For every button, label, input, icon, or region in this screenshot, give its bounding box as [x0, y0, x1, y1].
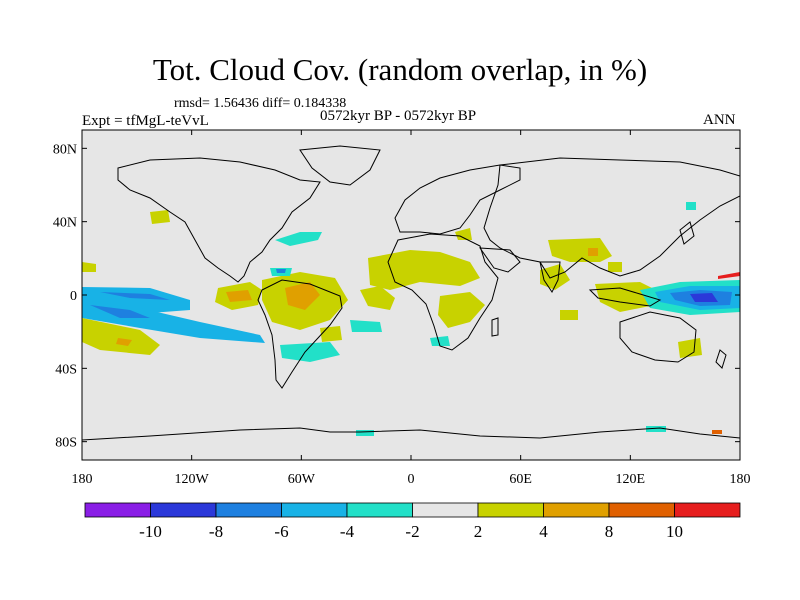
anomaly-region-neg [690, 293, 718, 302]
y-tick-label: 0 [70, 289, 77, 304]
colorbar-swatch [477, 502, 544, 518]
coastline-australia [619, 311, 697, 363]
colorbar-swatch [215, 502, 282, 518]
x-tick-label: 0 [408, 472, 415, 487]
coastline-greenland [299, 145, 381, 186]
x-tick-label: 180 [730, 472, 751, 487]
x-tick-label: 120E [616, 472, 646, 487]
anomaly-region-neg [280, 342, 340, 362]
colorbar-swatch [674, 502, 741, 518]
anomaly-region-pos [608, 262, 622, 272]
anomaly-region-pos [285, 282, 320, 310]
coastline-madagascar [491, 317, 499, 337]
coastline-south-america [257, 279, 343, 389]
colorbar-label: 2 [474, 522, 483, 541]
coastline-africa [387, 233, 499, 351]
coastline-maritime-continent [588, 287, 662, 307]
anomaly-region-neg [350, 320, 382, 332]
anomaly-region-pos [82, 262, 96, 272]
y-tick-label: 80S [55, 436, 77, 451]
coastline-india [539, 261, 561, 293]
anomaly-region-pos [82, 318, 160, 355]
anomaly-region-pos [718, 272, 740, 279]
anomaly-region-neg [100, 292, 170, 300]
anomaly-region-neg [430, 336, 450, 346]
anomaly-region-pos [226, 290, 252, 302]
chart-title: Tot. Cloud Cov. (random overlap, in %) [152, 52, 648, 87]
colorbar-label: -6 [274, 522, 288, 541]
coastline-new-zealand [715, 349, 727, 369]
anomaly-fields [82, 202, 740, 436]
coastline-arabia [478, 247, 521, 273]
anomaly-region-pos [438, 292, 485, 328]
anomaly-region-pos [712, 430, 722, 434]
period-label: 0572kyr BP - 0572kyr BP [320, 108, 477, 124]
y-tick-label: 80N [53, 142, 77, 157]
coastline-antarctica [82, 427, 740, 441]
y-tick-label: 40S [55, 362, 77, 377]
anomaly-region-neg [356, 430, 374, 436]
anomaly-region-pos [150, 210, 170, 224]
colorbar-swatch [281, 502, 348, 518]
x-tick-label: 60W [288, 472, 316, 487]
x-tick-label: 180 [72, 472, 93, 487]
colorbar-swatch [84, 502, 151, 518]
colorbar-label: 8 [605, 522, 614, 541]
colorbar-label: -2 [405, 522, 419, 541]
anomaly-region-neg [275, 232, 322, 246]
anomaly-region-neg [686, 202, 696, 210]
colorbar-label: -4 [340, 522, 355, 541]
colorbar-label: 4 [539, 522, 548, 541]
rmsd-diff-stats: rmsd= 1.56436 diff= 0.184338 [174, 96, 347, 111]
coastlines [82, 145, 740, 441]
coastline-europe [394, 164, 521, 235]
x-tick-label: 60E [509, 472, 532, 487]
colorbar-swatch [346, 502, 413, 518]
colorbar-swatch [608, 502, 675, 518]
experiment-label: Expt = tfMgL-teVvL [82, 113, 209, 129]
colorbar-label: -8 [209, 522, 223, 541]
y-axis: 80N 40N 0 40S 80S [53, 142, 740, 451]
anomaly-region-pos [540, 264, 570, 290]
colorbar: -10 -8 -6 -4 -2 2 4 8 10 [84, 502, 741, 541]
colorbar-swatch [543, 502, 610, 518]
anomaly-region-neg [90, 305, 150, 318]
anomaly-region-pos [455, 228, 472, 240]
coastline-asia [483, 157, 740, 279]
coastline-north-america [117, 157, 321, 283]
x-axis: 180 120W 60W 0 60E 120E 180 [72, 130, 751, 487]
anomaly-region-pos [678, 338, 702, 358]
y-tick-label: 40N [53, 216, 77, 231]
anomaly-region-pos [368, 250, 480, 290]
x-tick-label: 120W [175, 472, 210, 487]
anomaly-region-pos [320, 326, 342, 342]
anomaly-region-neg [646, 426, 666, 432]
anomaly-region-neg [276, 269, 286, 273]
anomaly-region-pos [560, 310, 578, 320]
colorbar-swatch [150, 502, 217, 518]
colorbar-label: 10 [666, 522, 683, 541]
anomaly-region-pos [116, 338, 132, 346]
season-label: ANN [703, 112, 736, 128]
colorbar-label: -10 [139, 522, 162, 541]
anomaly-region-pos [588, 248, 598, 256]
colorbar-swatch [412, 502, 479, 518]
coastline-japan [679, 221, 695, 245]
anomaly-region-pos [360, 286, 395, 310]
